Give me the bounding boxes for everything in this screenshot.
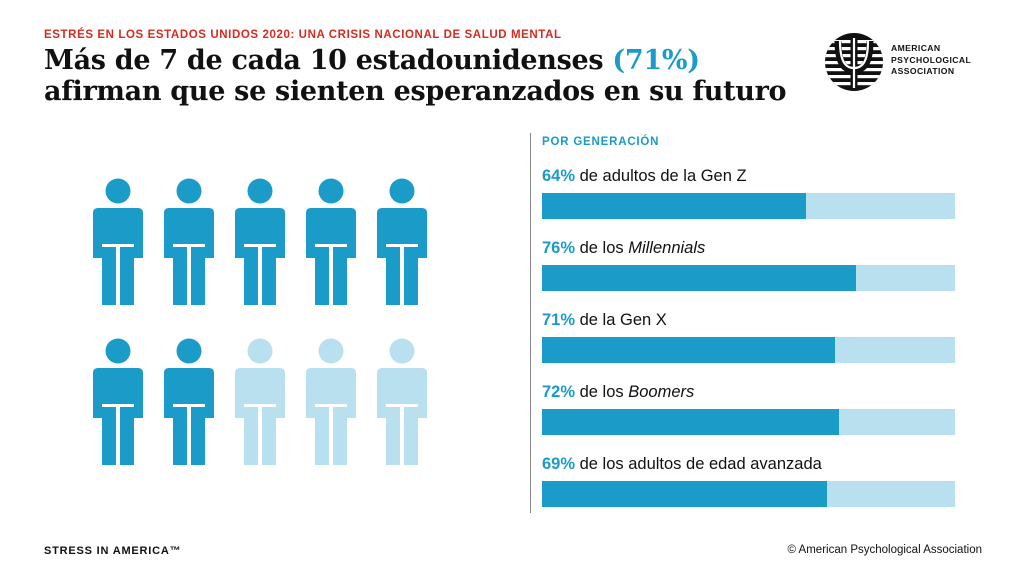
bar — [542, 409, 840, 435]
person-icon — [306, 178, 356, 305]
person-icon — [93, 338, 143, 465]
apa-logo: AMERICAN PSYCHOLOGICAL ASSOCIATION — [824, 32, 994, 92]
logo-line-1: AMERICAN — [891, 43, 941, 53]
bar-label: 76% de los Millennials — [542, 238, 955, 258]
bar-track — [542, 481, 955, 507]
person-icon — [164, 338, 214, 465]
bar-label: 64% de adultos de la Gen Z — [542, 166, 955, 186]
bar — [542, 193, 807, 219]
bar-track — [542, 409, 955, 435]
bar-value-label: 71% — [542, 311, 576, 329]
bar-category-label: de los — [575, 383, 629, 401]
bar-category-emphasis: Millennials — [628, 239, 706, 257]
person-icon — [377, 178, 427, 305]
person-icon — [235, 178, 285, 305]
headline-highlight: (71%) — [612, 45, 700, 76]
bar — [542, 337, 836, 363]
chart-divider — [530, 133, 531, 513]
bar-category-emphasis: Boomers — [628, 383, 695, 401]
eyebrow-title: ESTRÉS EN LOS ESTADOS UNIDOS 2020: UNA C… — [44, 29, 562, 41]
headline: Más de 7 de cada 10 estadounidenses (71%… — [44, 45, 804, 107]
bar-track — [542, 193, 955, 219]
bar-label: 71% de la Gen X — [542, 310, 955, 330]
headline-part1: Más de 7 de cada 10 estadounidenses — [44, 45, 613, 76]
chart-title: POR GENERACIÓN — [542, 136, 660, 148]
footer-copyright: © American Psychological Association — [787, 544, 982, 556]
bar-row: 64% de adultos de la Gen Z — [542, 166, 955, 219]
logo-line-2: PSYCHOLOGICAL — [891, 54, 972, 65]
bar-row: 76% de los Millennials — [542, 238, 955, 291]
person-icon — [306, 338, 356, 465]
person-icon — [235, 338, 285, 465]
bar-category-label: de los adultos de edad avanzada — [575, 455, 822, 473]
bar-category-label: de adultos de la Gen Z — [575, 167, 747, 185]
bar-value-label: 76% — [542, 239, 576, 257]
bar-track — [542, 337, 955, 363]
person-icon — [93, 178, 143, 305]
headline-part2: afirman que se sienten esperanzados en s… — [44, 76, 787, 107]
person-icon — [164, 178, 214, 305]
bar-track — [542, 265, 955, 291]
logo-line-3: ASSOCIATION — [891, 66, 955, 76]
person-icon — [377, 338, 427, 465]
bar-value-label: 69% — [542, 455, 576, 473]
bar-value-label: 72% — [542, 383, 576, 401]
pictograph — [92, 178, 437, 468]
bar-category-label: de la Gen X — [575, 311, 667, 329]
logo-wordmark: AMERICAN PSYCHOLOGICAL ASSOCIATION — [891, 43, 971, 78]
bar-label: 69% de los adultos de edad avanzada — [542, 454, 955, 474]
bar-category-label: de los — [575, 239, 629, 257]
bar-row: 69% de los adultos de edad avanzada — [542, 454, 955, 507]
bar — [542, 265, 856, 291]
bar-row: 71% de la Gen X — [542, 310, 955, 363]
bar-value-label: 64% — [542, 167, 576, 185]
psi-logo-icon — [825, 33, 883, 91]
footer-brand: STRESS IN AMERICA™ — [44, 545, 182, 557]
bar-label: 72% de los Boomers — [542, 382, 955, 402]
bar — [542, 481, 827, 507]
bar-row: 72% de los Boomers — [542, 382, 955, 435]
